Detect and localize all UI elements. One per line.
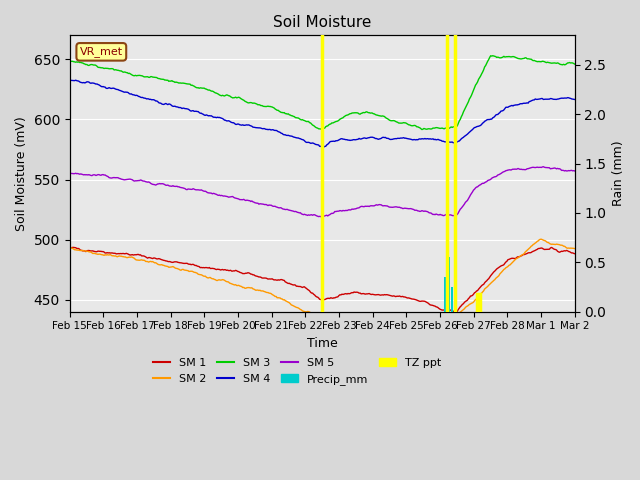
Text: VR_met: VR_met: [80, 47, 123, 57]
Bar: [451, 287, 453, 312]
Title: Soil Moisture: Soil Moisture: [273, 15, 371, 30]
Y-axis label: Rain (mm): Rain (mm): [612, 141, 625, 206]
Bar: [447, 257, 450, 312]
X-axis label: Time: Time: [307, 337, 337, 350]
Bar: [444, 277, 446, 312]
Legend: SM 1, SM 2, SM 3, SM 4, SM 5, Precip_mm, TZ ppt: SM 1, SM 2, SM 3, SM 4, SM 5, Precip_mm,…: [148, 354, 445, 389]
Y-axis label: Soil Moisture (mV): Soil Moisture (mV): [15, 116, 28, 231]
